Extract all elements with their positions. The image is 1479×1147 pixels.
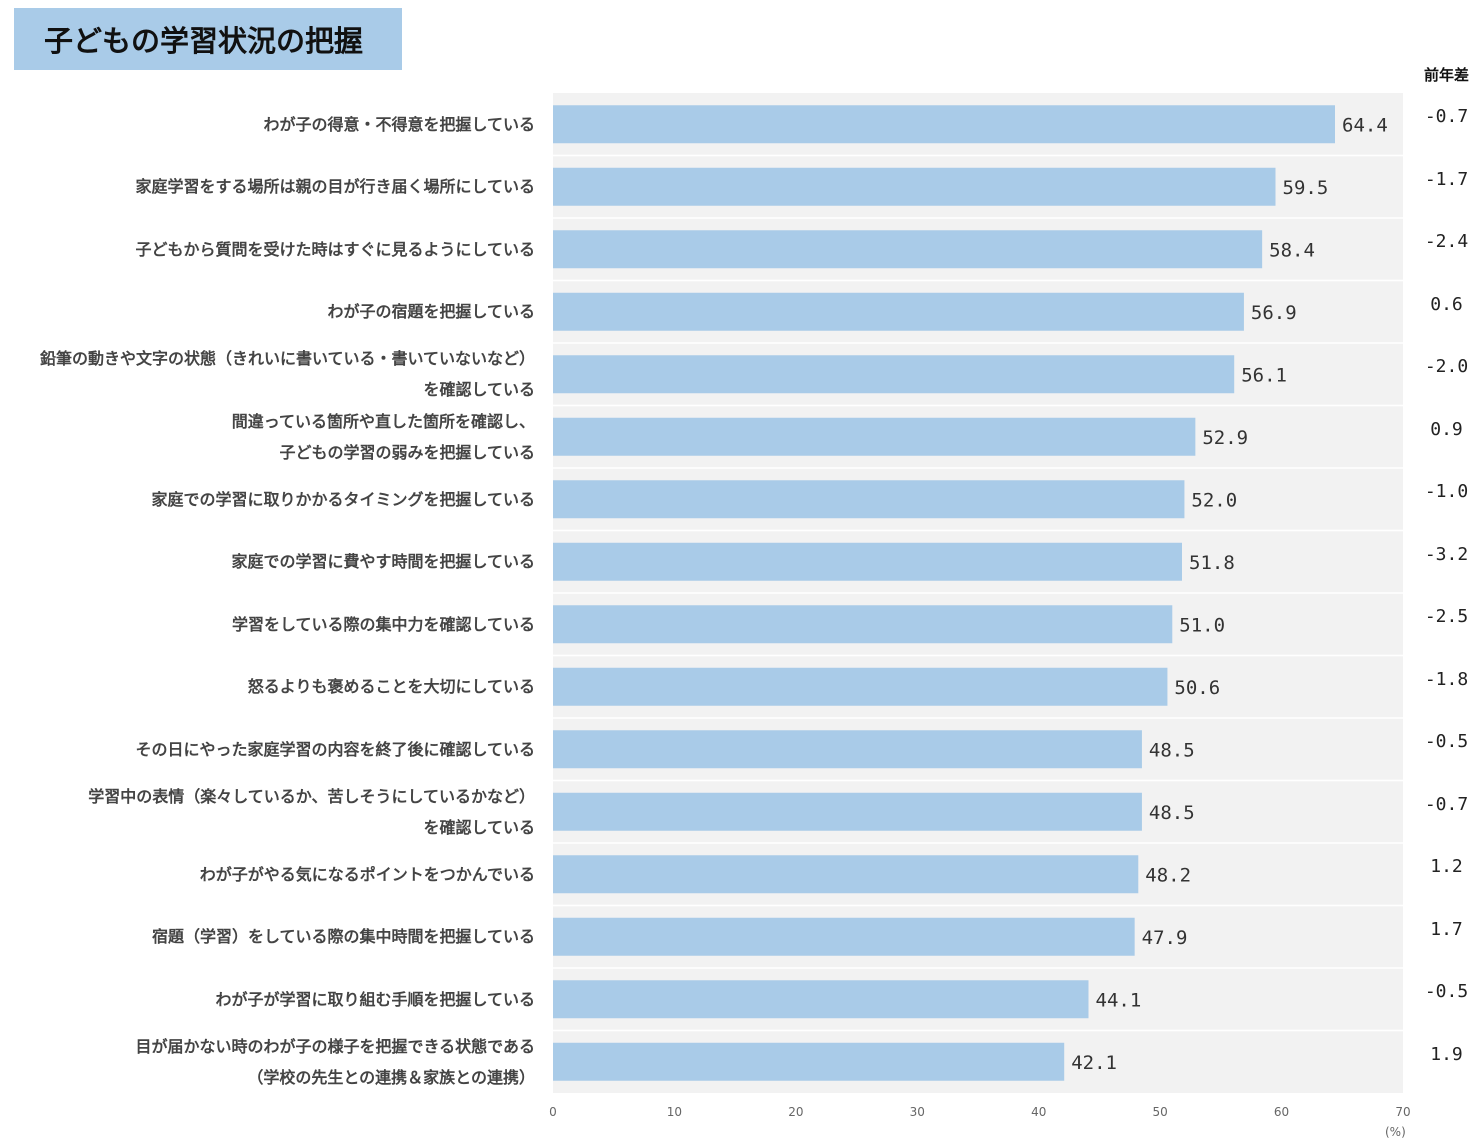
bar bbox=[553, 542, 1182, 581]
bar bbox=[553, 667, 1168, 706]
bar-value-label: 42.1 bbox=[1071, 1052, 1117, 1074]
category-label-line: を確認している bbox=[423, 380, 535, 400]
category-label: 子どもから質問を受けた時はすぐに見るようにしている bbox=[0, 234, 535, 265]
category-label: 学習をしている際の集中力を確認している bbox=[0, 609, 535, 640]
bar-value-label: 47.9 bbox=[1142, 927, 1188, 949]
bar bbox=[553, 855, 1139, 894]
category-label: 間違っている箇所や直した箇所を確認し、子どもの学習の弱みを把握している bbox=[0, 406, 535, 468]
x-tick-label: 40 bbox=[1031, 1105, 1046, 1119]
category-label-line: 子どもの学習の弱みを把握している bbox=[279, 442, 535, 462]
bar-value-label: 52.9 bbox=[1202, 427, 1248, 449]
bar-value-label: 48.2 bbox=[1145, 864, 1191, 886]
category-label-line: 学習をしている際の集中力を確認している bbox=[231, 614, 535, 634]
x-tick-label: 10 bbox=[667, 1105, 682, 1119]
category-label: 家庭での学習に費やす時間を把握している bbox=[0, 546, 535, 577]
diff-value: -0.5 bbox=[1424, 731, 1469, 753]
bar-value-label: 64.4 bbox=[1342, 114, 1388, 136]
diff-value: -0.7 bbox=[1424, 793, 1469, 815]
diff-value: -0.5 bbox=[1424, 981, 1469, 1003]
bar-value-label: 52.0 bbox=[1191, 489, 1237, 511]
diff-value: 0.9 bbox=[1430, 418, 1463, 440]
x-tick-label: 30 bbox=[910, 1105, 925, 1119]
category-label: 家庭学習をする場所は親の目が行き届く場所にしている bbox=[0, 171, 535, 202]
diff-value: -1.0 bbox=[1424, 481, 1469, 503]
diff-value: 1.9 bbox=[1430, 1043, 1463, 1065]
bar-value-label: 50.6 bbox=[1174, 677, 1220, 699]
bar-value-label: 51.0 bbox=[1179, 614, 1225, 636]
category-label-line: 家庭学習をする場所は親の目が行き届く場所にしている bbox=[135, 177, 535, 197]
diff-value: -2.4 bbox=[1424, 231, 1469, 253]
category-label-line: 家庭での学習に取りかかるタイミングを把握している bbox=[151, 489, 535, 509]
bar bbox=[553, 480, 1185, 519]
diff-value: 1.7 bbox=[1430, 918, 1463, 940]
category-label-line: 宿題（学習）をしている際の集中時間を把握している bbox=[151, 927, 535, 947]
category-label: 目が届かない時のわが子の様子を把握できる状態である （学校の先生との連携＆家族との… bbox=[0, 1031, 535, 1093]
category-label-line: 怒るよりも褒めることを大切にしている bbox=[247, 677, 535, 697]
diff-value: -2.0 bbox=[1424, 356, 1469, 378]
diff-value: -2.5 bbox=[1424, 606, 1469, 628]
diff-value: 0.6 bbox=[1430, 293, 1463, 315]
x-tick-label: 50 bbox=[1153, 1105, 1168, 1119]
bar bbox=[553, 105, 1335, 144]
bar bbox=[553, 980, 1089, 1019]
category-label: その日にやった家庭学習の内容を終了後に確認している bbox=[0, 734, 535, 765]
category-label: 宿題（学習）をしている際の集中時間を把握している bbox=[0, 921, 535, 952]
bar-value-label: 59.5 bbox=[1283, 177, 1329, 199]
bar bbox=[553, 355, 1235, 394]
category-label-line: わが子の宿題を把握している bbox=[327, 302, 535, 322]
bar-value-label: 44.1 bbox=[1096, 989, 1142, 1011]
category-label-line: 鉛筆の動きや文字の状態（きれいに書いている・書いていないなど） bbox=[39, 349, 535, 369]
category-label-line: 学習中の表情（楽々しているか、苦しそうにしているかなど） bbox=[88, 786, 535, 806]
category-label-line: 間違っている箇所や直した箇所を確認し、 bbox=[231, 411, 535, 431]
bar-value-label: 48.5 bbox=[1149, 802, 1195, 824]
category-label: わが子が学習に取り組む手順を把握している bbox=[0, 984, 535, 1015]
category-label-line: 子どもから質問を受けた時はすぐに見るようにしている bbox=[135, 239, 535, 259]
bar-value-label: 56.9 bbox=[1251, 302, 1297, 324]
bar-value-label: 48.5 bbox=[1149, 739, 1195, 761]
bar bbox=[553, 792, 1142, 831]
diff-value: 1.2 bbox=[1430, 856, 1463, 878]
x-tick-label: 0 bbox=[549, 1105, 557, 1119]
category-label-line: わが子がやる気になるポイントをつかんでいる bbox=[199, 864, 535, 884]
category-label-line: その日にやった家庭学習の内容を終了後に確認している bbox=[135, 739, 535, 759]
diff-value: -0.7 bbox=[1424, 106, 1469, 128]
category-label: 鉛筆の動きや文字の状態（きれいに書いている・書いていないなど） を確認している bbox=[0, 343, 535, 405]
bar bbox=[553, 230, 1263, 269]
category-label-line: 家庭での学習に費やす時間を把握している bbox=[231, 552, 535, 572]
bar bbox=[553, 292, 1244, 331]
category-label-line: （学校の先生との連携＆家族との連携） bbox=[247, 1067, 535, 1087]
x-tick-label: 70 bbox=[1395, 1105, 1410, 1119]
diff-value: -1.8 bbox=[1424, 668, 1469, 690]
bar bbox=[553, 417, 1196, 456]
x-tick-label: 20 bbox=[788, 1105, 803, 1119]
bar bbox=[553, 917, 1135, 956]
category-label: 怒るよりも褒めることを大切にしている bbox=[0, 671, 535, 702]
diff-column-header: 前年差 bbox=[1423, 66, 1469, 84]
category-label-line: を確認している bbox=[423, 817, 535, 837]
x-tick-label: 60 bbox=[1274, 1105, 1289, 1119]
x-axis-unit: (%) bbox=[1385, 1125, 1406, 1139]
category-label: わが子の得意・不得意を把握している bbox=[0, 109, 535, 140]
bar bbox=[553, 730, 1142, 769]
bar bbox=[553, 1042, 1065, 1081]
category-label-line: 目が届かない時のわが子の様子を把握できる状態である bbox=[135, 1036, 535, 1056]
category-label: わが子がやる気になるポイントをつかんでいる bbox=[0, 859, 535, 890]
bar bbox=[553, 167, 1276, 206]
category-label-line: わが子の得意・不得意を把握している bbox=[263, 114, 535, 134]
bar-value-label: 56.1 bbox=[1241, 364, 1287, 386]
title-banner: 子どもの学習状況の把握 bbox=[14, 8, 402, 70]
category-label: 学習中の表情（楽々しているか、苦しそうにしているかなど） を確認している bbox=[0, 781, 535, 843]
category-label: わが子の宿題を把握している bbox=[0, 296, 535, 327]
bar-value-label: 58.4 bbox=[1269, 239, 1315, 261]
chart-title: 子どもの学習状況の把握 bbox=[44, 24, 364, 58]
diff-value: -3.2 bbox=[1424, 543, 1469, 565]
bar-value-label: 51.8 bbox=[1189, 552, 1235, 574]
diff-value: -1.7 bbox=[1424, 168, 1469, 190]
category-label: 家庭での学習に取りかかるタイミングを把握している bbox=[0, 484, 535, 515]
bar bbox=[553, 605, 1173, 644]
category-label-line: わが子が学習に取り組む手順を把握している bbox=[215, 989, 535, 1009]
